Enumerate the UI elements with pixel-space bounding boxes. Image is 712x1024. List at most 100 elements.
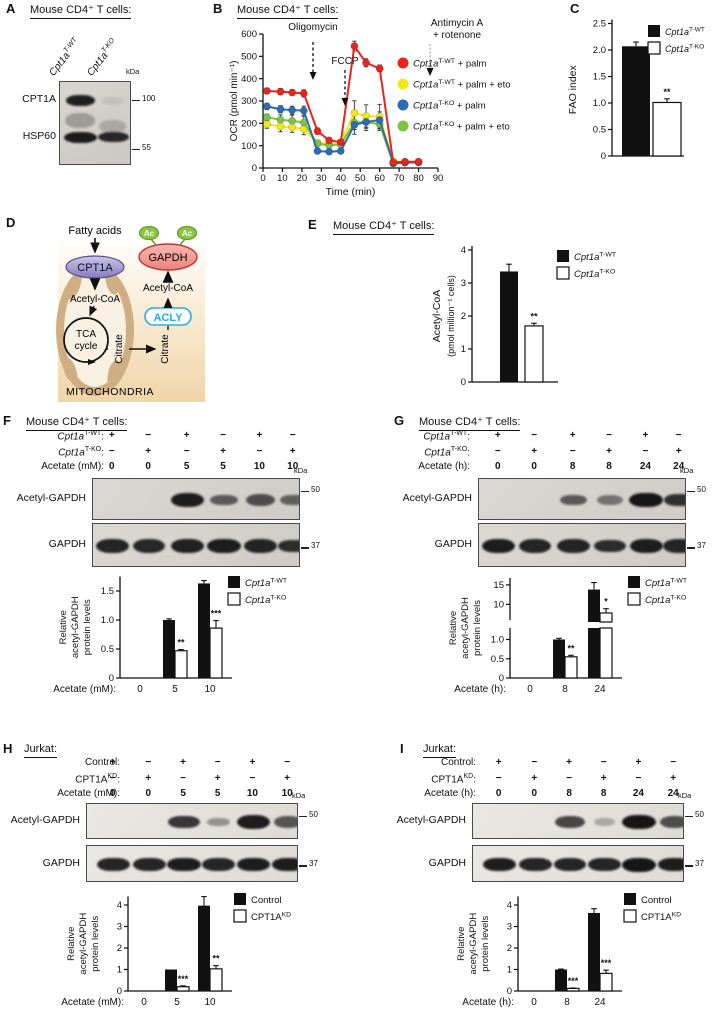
cpt1a-node xyxy=(65,255,125,279)
x-tick-label: 5 xyxy=(172,684,178,695)
x-axis-label: Acetate (h): xyxy=(462,997,514,1008)
legend-swatch xyxy=(234,893,246,905)
panel-c-label: C xyxy=(570,1,580,16)
relative-acetyl-gapdh-chart: 0 0.5 1.0 1.5 Relative acetyl-GAPDH protein le… xyxy=(53,576,288,695)
tca-cycle-arrowhead xyxy=(88,359,96,365)
panel-h-title: Jurkat: xyxy=(24,743,58,758)
bar-black xyxy=(622,46,650,156)
significance-label: ** xyxy=(177,638,185,648)
condition-value: + xyxy=(606,445,612,457)
blot-band xyxy=(659,816,683,828)
legend-label: Cpt1aT-WT xyxy=(645,578,688,590)
x-tick-label: 0 xyxy=(141,997,147,1008)
y-tick-label: 100 xyxy=(241,141,257,152)
condition-value: + xyxy=(494,430,501,441)
blot-band xyxy=(98,132,129,142)
condition-value: + xyxy=(256,430,263,441)
fatty-acids-label: Fatty acids xyxy=(68,225,122,237)
condition-value: + xyxy=(635,757,642,768)
blot-band xyxy=(66,95,95,106)
x-axis-label: Acetate (mM): xyxy=(53,684,116,695)
kda-marker-dash xyxy=(685,816,693,818)
blot-row-label: GAPDH xyxy=(48,538,86,550)
text-span: T-KO xyxy=(270,595,286,602)
condition-value: + xyxy=(109,757,116,768)
y-tick-label: 1.5 xyxy=(593,72,606,83)
kda-marker-label: 50 xyxy=(309,810,318,819)
condition-value: 0 xyxy=(109,788,116,799)
kda-marker-dash xyxy=(687,491,695,493)
kda-unit-label: kDa xyxy=(680,466,694,475)
text-span: CPT1A xyxy=(251,912,282,923)
kda-unit-label: kDa xyxy=(678,791,692,800)
y-tick-label: 1 xyxy=(507,965,512,976)
text-span: Cpt1a xyxy=(665,27,689,37)
text-span: T-KO xyxy=(689,44,704,51)
blot-acetyl-gapdh xyxy=(478,478,686,520)
y-tick-label: 0.5 xyxy=(491,654,504,665)
kda-marker-label: 50 xyxy=(697,485,706,494)
kda-marker-dash xyxy=(301,547,309,549)
condition-value: + xyxy=(642,430,649,441)
blot-band xyxy=(557,539,590,553)
blot-band xyxy=(555,816,585,828)
crista xyxy=(107,360,121,388)
x-axis-label: Acetate (h): xyxy=(454,684,506,695)
blot-acetyl-gapdh xyxy=(86,803,298,839)
data-point xyxy=(262,120,271,129)
panel-b-title: Mouse CD4⁺ T cells: xyxy=(237,4,339,19)
blot-row-label: GAPDH xyxy=(428,856,466,869)
data-point xyxy=(350,42,359,50)
text-span: CPT1A xyxy=(641,912,672,923)
y-axis-label: acetyl-GAPDH xyxy=(70,596,81,658)
blot-band xyxy=(99,120,126,133)
condition-value: 0 xyxy=(495,788,502,799)
legend-label: CPT1AKD xyxy=(251,912,291,924)
bar-white xyxy=(176,986,190,992)
text-span: T-WT xyxy=(438,79,456,86)
panel-e-title: Mouse CD4⁺ T cells: xyxy=(333,220,435,235)
legend-dot xyxy=(397,120,409,132)
text-span: Cpt1a xyxy=(413,101,438,112)
condition-value: − xyxy=(109,772,116,784)
legend-swatch xyxy=(624,893,636,905)
bar-black xyxy=(165,969,177,991)
arrow xyxy=(89,305,98,317)
acetyl-coa-bar-chart: 0 1 2 3 4 Acetyl-CoA (pmol million⁻¹ cells) ** C… xyxy=(431,245,617,388)
citrate-out-label: Citrate xyxy=(160,334,171,364)
acly-node xyxy=(144,307,192,326)
panel-g-label: G xyxy=(394,413,405,428)
blot-band xyxy=(588,857,621,872)
blot-cpt1a-hsp60 xyxy=(59,81,131,165)
condition-value: 10 xyxy=(253,461,265,472)
x-tick-label: 24 xyxy=(594,997,606,1008)
panel-d: D Fatty ac xyxy=(0,214,300,414)
figure-element: KD xyxy=(463,772,474,780)
blot-band xyxy=(133,857,166,872)
acetyl-coa-out-label: Acetyl-CoA xyxy=(143,283,193,294)
panel-i-label: I xyxy=(400,741,404,756)
condition-value: − xyxy=(256,445,263,457)
blot-band xyxy=(168,815,200,829)
data-point xyxy=(325,136,334,145)
condition-value: + xyxy=(180,757,187,768)
blot-band xyxy=(96,539,130,553)
condition-value: + xyxy=(600,772,607,784)
bar-black xyxy=(198,583,210,678)
y-axis-label: OCR (pmol min⁻¹) xyxy=(229,61,240,142)
y-tick-label: 2 xyxy=(507,943,512,954)
condition-row-label: Acetate (h): xyxy=(424,788,476,799)
x-tick-label: 24 xyxy=(594,684,606,695)
condition-value: − xyxy=(494,445,501,457)
blot-band xyxy=(483,857,517,872)
condition-row-label: CPT1AKD: xyxy=(431,772,476,785)
x-tick-label: 5 xyxy=(174,997,180,1008)
blot-band xyxy=(594,539,626,553)
y-tick-label: 4 xyxy=(117,900,122,911)
kda-marker-dash xyxy=(132,100,140,102)
y-tick-label: 4 xyxy=(507,900,512,911)
bar-white xyxy=(599,612,613,623)
kda-marker-label: 37 xyxy=(309,859,318,869)
condition-row-label: CPT1AKD: xyxy=(75,772,120,785)
